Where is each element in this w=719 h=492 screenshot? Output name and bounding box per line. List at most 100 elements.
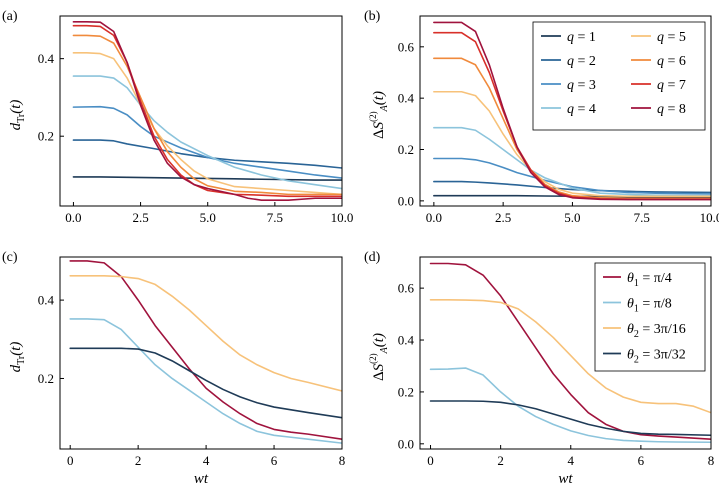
legend-frame <box>532 21 706 131</box>
panel-a: (a) 0.0 2.5 5.0 7.5 10.0 0.2 0.4 dTr(t) <box>2 9 353 225</box>
x-tick-label: 2 <box>497 453 504 468</box>
y-tick-label: 0.4 <box>398 333 415 348</box>
series-line-q5 <box>429 299 711 414</box>
x-tick-label: 10.0 <box>331 210 354 225</box>
series-line-q1 <box>429 400 711 437</box>
label-part: (2) <box>368 353 378 364</box>
legend-entry-label: θ2 = 3π/16 <box>627 322 686 340</box>
label-part: θ <box>627 297 634 312</box>
series-line-q6 <box>433 57 711 200</box>
label-part: (t) <box>8 100 24 114</box>
y-tick-label: 0.2 <box>398 384 414 399</box>
label-part: (t) <box>371 333 387 347</box>
x-tick-label: 7.5 <box>267 210 283 225</box>
legend-entry-label: q = 2 <box>567 54 596 69</box>
series-line-q4 <box>69 318 342 444</box>
y-tick-label: 0.6 <box>398 281 415 296</box>
panel-c: (c) 0 2 4 6 8 0.2 0.4 dTr(t) wt <box>2 250 345 487</box>
label-part: = 3 <box>574 78 596 93</box>
series-line-q2 <box>72 139 342 169</box>
label-part: q <box>567 78 574 93</box>
series-line-q1 <box>69 347 342 419</box>
y-tick-label: 0.0 <box>398 193 414 208</box>
x-tick-label: 2.5 <box>495 210 511 225</box>
label-part: q <box>567 30 574 45</box>
series-group <box>429 262 711 444</box>
label-part: q <box>657 78 664 93</box>
label-part: wt <box>558 471 573 487</box>
x-tick-label: 6 <box>271 453 278 468</box>
label-part: 1 <box>634 304 639 315</box>
x-axis-label: wt <box>194 471 209 487</box>
x-tick-label: 0.0 <box>426 210 442 225</box>
plot-frame <box>419 15 712 207</box>
x-tick-label: 10.0 <box>700 210 719 225</box>
series-group <box>69 260 342 444</box>
plot-frame <box>59 256 343 450</box>
series-line-q8 <box>72 21 342 201</box>
label-part: = 8 <box>664 102 686 117</box>
label-part: = 4 <box>574 102 596 117</box>
legend-entry-label: q = 1 <box>567 30 596 45</box>
label-part: A <box>379 346 390 354</box>
legend-entry-label: θ2 = 3π/32 <box>627 348 686 366</box>
x-tick-label: 4 <box>203 453 210 468</box>
label-part: = π/4 <box>639 271 672 286</box>
label-part: q <box>567 102 574 117</box>
series-line-q7 <box>72 24 342 198</box>
label-part: = 3π/32 <box>639 348 686 363</box>
y-tick-label: 0.2 <box>38 371 54 386</box>
label-part: 2 <box>634 329 639 340</box>
y-tick-label: 0.6 <box>398 39 415 54</box>
label-part: = 2 <box>574 54 596 69</box>
x-tick-label: 0 <box>427 453 434 468</box>
y-tick-label: 0.2 <box>38 129 54 144</box>
x-tick-label: 0 <box>67 453 74 468</box>
label-part: wt <box>194 471 209 487</box>
y-axis-label: dTr(t) <box>8 100 27 131</box>
y-axis-label: ΔS(2)A(t) <box>368 91 390 139</box>
panel-label: (c) <box>2 250 18 265</box>
label-part: 1 <box>634 278 639 289</box>
series-group <box>72 21 342 201</box>
label-part: = 3π/16 <box>639 322 686 337</box>
legend-entry-label: q = 5 <box>657 30 686 45</box>
y-tick-label: 0.4 <box>38 293 55 308</box>
plot-frame <box>59 15 343 207</box>
label-part: q <box>657 54 664 69</box>
series-line-q4 <box>72 75 342 190</box>
y-tick-label: 0.4 <box>398 91 415 106</box>
series-line-q8 <box>433 21 711 201</box>
label-part: θ <box>627 271 634 286</box>
x-axis-label: wt <box>558 471 573 487</box>
label-part: Δ <box>371 371 387 381</box>
label-part: S <box>371 121 387 129</box>
plot-frame <box>419 256 712 450</box>
legend-entry-label: θ1 = π/8 <box>627 297 672 315</box>
series-line-q4 <box>433 126 711 197</box>
label-part: q <box>657 102 664 117</box>
x-tick-label: 8 <box>339 453 346 468</box>
legend-entry-label: q = 8 <box>657 102 686 117</box>
label-part: = 5 <box>664 30 686 45</box>
y-tick-label: 0.2 <box>398 142 414 157</box>
y-tick-label: 0.4 <box>38 51 55 66</box>
label-part: d <box>8 122 24 130</box>
panel-label: (a) <box>2 9 18 24</box>
label-part: (t) <box>8 342 24 356</box>
legend-entry-label: q = 3 <box>567 78 596 93</box>
label-part: q <box>657 30 664 45</box>
x-tick-label: 7.5 <box>634 210 650 225</box>
x-tick-label: 6 <box>638 453 645 468</box>
series-line-q5 <box>72 52 342 196</box>
series-line-q8 <box>69 260 342 440</box>
label-part: d <box>8 364 24 372</box>
x-tick-label: 2.5 <box>132 210 148 225</box>
series-line-q8 <box>429 262 711 440</box>
label-part: θ <box>627 322 634 337</box>
label-part: = 6 <box>664 54 686 69</box>
x-tick-label: 5.0 <box>200 210 216 225</box>
legend: q = 1q = 2q = 3q = 4q = 5q = 6q = 7q = 8 <box>532 21 706 131</box>
